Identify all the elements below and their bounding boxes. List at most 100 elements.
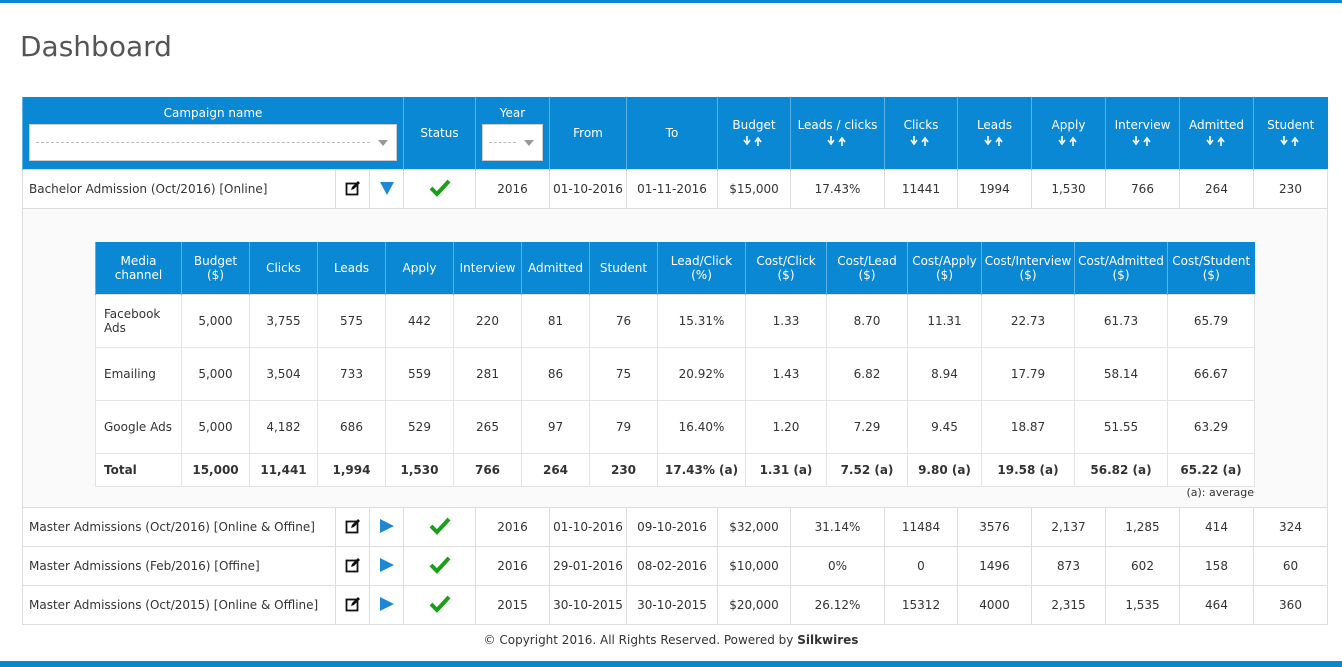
- column-header: Clicks: [884, 97, 958, 170]
- check-icon: [429, 595, 450, 613]
- column-label: Admitted: [1188, 117, 1245, 132]
- channel-cell: 8.94: [907, 347, 982, 401]
- campaign-cell: 873: [1031, 546, 1106, 586]
- arrow-shape: [379, 181, 394, 195]
- channel-row: Emailing 5,000 3,504 733 559 281 86 75 20.92% 1.4…: [95, 347, 1255, 401]
- sort-button[interactable]: [1180, 135, 1253, 149]
- sort-button[interactable]: [1254, 135, 1328, 149]
- channel-cell: 3,504: [249, 347, 318, 401]
- total-cell: 56.82 (a): [1074, 453, 1168, 487]
- page-title: Dashboard: [20, 30, 172, 63]
- channel-cell: 97: [521, 400, 590, 454]
- header-row: Campaign name Status Year From To Budget Leads…: [22, 97, 1328, 170]
- sort-down: [1057, 135, 1066, 145]
- column-header: Budget: [717, 97, 791, 170]
- channel-column-header: Lead/Click (%): [657, 242, 746, 295]
- expand-toggle[interactable]: [369, 585, 404, 625]
- campaign-cell: 11441: [884, 169, 958, 209]
- edit-box: [345, 520, 358, 533]
- channel-column-header: Leads: [317, 242, 386, 295]
- channel-cell: 75: [589, 347, 658, 401]
- sort-button[interactable]: [958, 135, 1031, 149]
- column-label: From: [573, 126, 603, 140]
- edit-button[interactable]: [335, 585, 370, 625]
- campaign-cell: 0%: [790, 546, 885, 586]
- sort-icon: [910, 135, 929, 146]
- channel-cell: 6.82: [826, 347, 908, 401]
- campaign-cell: 4000: [957, 585, 1032, 625]
- edit-box: [345, 559, 358, 572]
- campaign-name: Master Admissions (Oct/2015) [Online & O…: [22, 585, 336, 625]
- campaign-cell: 29-01-2016: [549, 546, 627, 586]
- campaign-cell: 01-10-2016: [549, 169, 627, 209]
- campaign-dropdown[interactable]: [29, 123, 397, 161]
- channel-cell: 281: [453, 347, 522, 401]
- campaign-cell: 31.14%: [790, 507, 885, 547]
- column-label: Budget: [732, 117, 776, 132]
- dropdown-caret: [378, 139, 388, 146]
- total-cell: 9.80 (a): [907, 453, 982, 487]
- check-mark: [429, 517, 450, 535]
- channel-name: Facebook Ads: [95, 294, 182, 348]
- campaign-cell: 158: [1179, 546, 1254, 586]
- column-label: Year: [499, 105, 526, 120]
- sort-button[interactable]: [1032, 135, 1105, 149]
- edit-button[interactable]: [335, 546, 370, 586]
- column-header: Student: [1253, 97, 1328, 170]
- total-cell: 264: [521, 453, 590, 487]
- total-cell: 15,000: [181, 453, 250, 487]
- channel-cell: 79: [589, 400, 658, 454]
- campaign-cell: 01-10-2016: [549, 507, 627, 547]
- channel-cell: 575: [317, 294, 386, 348]
- expand-toggle[interactable]: [369, 546, 404, 586]
- footer-brand[interactable]: Silkwires: [797, 633, 859, 647]
- sort-icon: [1057, 135, 1077, 146]
- status: [403, 585, 476, 625]
- channel-cell: 8.70: [826, 294, 908, 348]
- edit-button[interactable]: [335, 507, 370, 547]
- column-label: Clicks: [903, 117, 939, 132]
- column-header: Admitted: [1179, 97, 1254, 170]
- sort-button[interactable]: [1106, 135, 1179, 149]
- campaign-cell: $32,000: [717, 507, 791, 547]
- channel-cell: 11.31: [907, 294, 982, 348]
- edit-icon: [345, 596, 360, 611]
- campaign-row: Master Admissions (Oct/2015) [Online & O…: [22, 585, 1328, 625]
- channel-cell: 5,000: [181, 400, 250, 454]
- campaign-cell: 2,137: [1031, 507, 1106, 547]
- channel-cell: 265: [453, 400, 522, 454]
- year-dropdown[interactable]: [482, 123, 543, 161]
- channel-column-header: Interview: [453, 242, 522, 295]
- column-header: Apply: [1031, 97, 1106, 170]
- column-header: To: [626, 97, 718, 170]
- sort-down: [1205, 135, 1214, 145]
- campaign-cell: 602: [1105, 546, 1180, 586]
- expand-toggle[interactable]: [369, 169, 404, 209]
- channel-cell: 1.20: [745, 400, 827, 454]
- campaign-cell: 1,535: [1105, 585, 1180, 625]
- channel-cell: 81: [521, 294, 590, 348]
- arrow-shape: [379, 596, 394, 611]
- detail-panel: Media channel Budget ($) Clicks Leads Apply I…: [22, 208, 1328, 508]
- campaign-cell: $15,000: [717, 169, 791, 209]
- status: [403, 546, 476, 586]
- channel-cell: 9.45: [907, 400, 982, 454]
- sort-button[interactable]: [791, 135, 884, 149]
- expand-toggle[interactable]: [369, 507, 404, 547]
- channels-header-row: Media channel Budget ($) Clicks Leads Apply I…: [95, 242, 1255, 295]
- sort-up: [754, 136, 762, 146]
- campaign-cell: 0: [884, 546, 958, 586]
- campaign-name: Bachelor Admission (Oct/2016) [Online]: [22, 169, 336, 209]
- sort-down: [1131, 135, 1140, 145]
- column-label: Interview: [1114, 117, 1171, 132]
- sort-button[interactable]: [718, 135, 790, 149]
- channel-column-header: Cost/Student ($): [1167, 242, 1255, 295]
- channel-cell: 733: [317, 347, 386, 401]
- campaign-cell: 1,530: [1031, 169, 1106, 209]
- sort-button[interactable]: [885, 135, 957, 149]
- expand-arrow: [379, 596, 394, 611]
- sort-icon: [743, 135, 762, 146]
- channel-column-header: Student: [589, 242, 658, 295]
- campaign-cell: 2016: [475, 546, 550, 586]
- edit-button[interactable]: [335, 169, 370, 209]
